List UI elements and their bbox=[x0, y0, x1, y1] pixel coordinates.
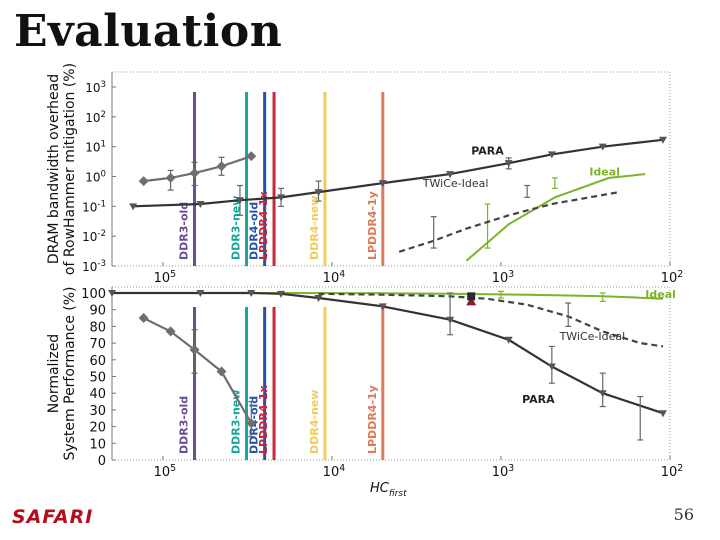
performance-annotation-ideal: Ideal bbox=[645, 288, 676, 301]
performance-y-tick-label: 30 bbox=[89, 404, 106, 419]
overhead-panel: 10-3 10-2 10-1 100 101 102 103 105 104 103 102 DRAM… bbox=[46, 63, 683, 286]
performance-y-tick-label: 90 bbox=[89, 304, 106, 319]
performance-annotation-para: PARA bbox=[522, 393, 555, 406]
overhead-series-twice-line bbox=[398, 191, 620, 253]
performance-y-tick-label: 50 bbox=[89, 371, 106, 386]
performance-series-para-point bbox=[659, 410, 668, 418]
performance-series-para-point bbox=[504, 336, 513, 344]
overhead-series-para-point bbox=[235, 197, 244, 205]
overhead-y-tick-label: 103 bbox=[85, 80, 106, 95]
overhead-y-tick-label: 101 bbox=[85, 140, 106, 155]
overhead-x-tick-label: 103 bbox=[492, 269, 515, 286]
overhead-ref-label-ddr3-new: DDR3-new bbox=[230, 196, 243, 260]
overhead-y-tick-label: 10-2 bbox=[82, 229, 106, 244]
performance-ref-label-ddr3-old: DDR3-old bbox=[178, 396, 191, 454]
performance-ref-label-ddr3-new: DDR3-new bbox=[230, 390, 243, 454]
performance-y-tick-label: 20 bbox=[89, 421, 106, 436]
performance-x-tick-label: 103 bbox=[492, 463, 515, 480]
page-number: 56 bbox=[673, 505, 694, 524]
overhead-ref-label-lpddr4-1x: LPDDR4-1x bbox=[257, 191, 270, 260]
performance-marker-square bbox=[467, 292, 476, 301]
overhead-series-para-point bbox=[196, 200, 205, 208]
slide-title: Evaluation bbox=[14, 6, 283, 57]
performance-ref-label-ddr4-new: DDR4-new bbox=[308, 390, 321, 454]
performance-series-para-point bbox=[277, 290, 286, 298]
performance-y-axis-label: System Performance (%) bbox=[62, 286, 78, 460]
overhead-series-dram_gray-line bbox=[143, 155, 252, 183]
performance-series-para-point bbox=[598, 390, 607, 398]
overhead-ref-label-ddr4-old: DDR4-old bbox=[248, 202, 261, 260]
overhead-series-para-point bbox=[446, 171, 455, 179]
overhead-series-para-point bbox=[547, 151, 556, 159]
overhead-series-para-point bbox=[504, 160, 513, 168]
overhead-annotation-para: PARA bbox=[471, 144, 504, 157]
performance-series-dram_gray-point bbox=[246, 418, 257, 429]
performance-series-para-point bbox=[247, 290, 256, 297]
overhead-series-para-point bbox=[277, 194, 286, 202]
overhead-y-axis-label: DRAM bandwidth overhead bbox=[46, 74, 62, 264]
overhead-series-para-point bbox=[659, 136, 668, 144]
overhead-annotation-ideal: Ideal bbox=[589, 165, 620, 178]
performance-y-tick-label: 10 bbox=[89, 437, 106, 452]
overhead-series-para-point bbox=[598, 143, 607, 151]
overhead-series-dram_gray-point bbox=[246, 151, 257, 162]
overhead-ref-label-ddr4-new: DDR4-new bbox=[308, 196, 321, 260]
performance-y-tick-label: 0 bbox=[98, 454, 106, 469]
performance-ref-label-lpddr4-1y: LPDDR4-1y bbox=[366, 385, 379, 454]
performance-series-para-point bbox=[196, 290, 205, 297]
overhead-y-tick-label: 10-3 bbox=[82, 259, 106, 274]
performance-series-dram_gray-point bbox=[165, 326, 176, 337]
overhead-ref-label-ddr3-old: DDR3-old bbox=[178, 202, 191, 260]
overhead-y-tick-label: 102 bbox=[85, 110, 106, 125]
performance-marker-triangle bbox=[466, 296, 477, 306]
overhead-series-para-point bbox=[129, 203, 138, 211]
x-axis-label: HCfirst bbox=[370, 481, 407, 499]
performance-y-tick-label: 40 bbox=[89, 387, 106, 402]
performance-series-para-point bbox=[108, 290, 116, 297]
overhead-series-para-line bbox=[133, 138, 664, 208]
performance-y-tick-label: 70 bbox=[89, 337, 106, 352]
overhead-series-dram_gray-point bbox=[189, 168, 200, 179]
overhead-series-dram_gray-point bbox=[138, 176, 149, 187]
overhead-x-tick-label: 102 bbox=[661, 269, 684, 286]
performance-series-para-point bbox=[446, 316, 455, 324]
overhead-series-ideal-line bbox=[465, 173, 646, 262]
performance-series-para-point bbox=[378, 303, 387, 311]
performance-y-tick-label: 100 bbox=[81, 287, 106, 302]
performance-ref-label-lpddr4-1x: LPDDR4-1x bbox=[257, 385, 270, 454]
overhead-series-dram_gray-point bbox=[216, 161, 227, 172]
overhead-y-tick-label: 10-1 bbox=[82, 199, 106, 214]
overhead-series-dram_gray-point bbox=[165, 172, 176, 183]
performance-x-tick-label: 102 bbox=[661, 463, 684, 480]
overhead-y-axis-label: of RowHammer mitigation (%) bbox=[62, 63, 78, 275]
x-axis-label-text: HCfirst bbox=[370, 481, 407, 499]
overhead-series-para-point bbox=[314, 189, 323, 197]
performance-y-tick-label: 60 bbox=[89, 354, 106, 369]
performance-series-dram_gray-point bbox=[138, 313, 149, 324]
performance-series-para-point bbox=[547, 363, 556, 371]
performance-series-para-point bbox=[314, 295, 323, 303]
performance-series-dram_gray-point bbox=[189, 344, 200, 355]
performance-x-tick-label: 104 bbox=[323, 463, 346, 480]
performance-series-twice-line bbox=[318, 292, 664, 348]
performance-x-tick-label: 105 bbox=[154, 463, 177, 480]
overhead-ref-label-lpddr4-1y: LPDDR4-1y bbox=[366, 191, 379, 260]
overhead-annotation-twice: TWiCe-Ideal bbox=[422, 177, 489, 190]
safari-logo: SAFARI bbox=[12, 506, 94, 528]
performance-y-tick-label: 80 bbox=[89, 320, 106, 335]
overhead-series-para-point bbox=[378, 180, 387, 188]
overhead-x-tick-label: 105 bbox=[154, 269, 177, 286]
performance-series-dram_gray-point bbox=[216, 366, 227, 377]
performance-y-axis-label: Normalized bbox=[46, 334, 62, 413]
overhead-x-tick-label: 104 bbox=[323, 269, 346, 286]
performance-annotation-twice: TWiCe-Ideal bbox=[559, 330, 626, 343]
overhead-y-tick-label: 100 bbox=[85, 170, 106, 185]
